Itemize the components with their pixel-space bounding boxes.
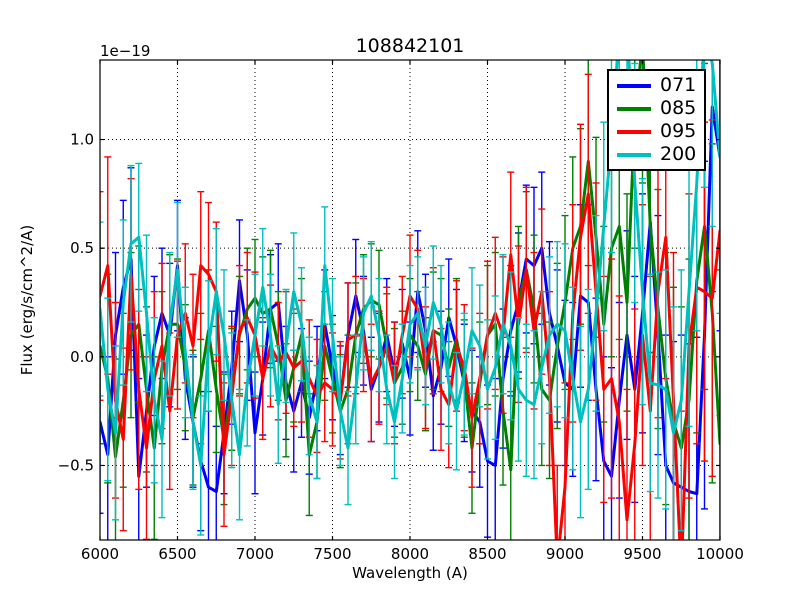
x-tick-label: 9500 [623, 545, 661, 563]
x-tick-label: 8000 [391, 545, 429, 563]
legend-label-095: 095 [660, 120, 697, 142]
legend: 071 085 095 200 [607, 69, 707, 171]
legend-item-200: 200 [617, 143, 696, 166]
legend-line-sample-095 [617, 129, 651, 134]
x-tick-label: 6500 [158, 545, 196, 563]
x-tick-label: 7500 [313, 545, 351, 563]
legend-item-095: 095 [617, 120, 696, 143]
series-200 [100, 60, 720, 540]
legend-line-sample-085 [617, 106, 651, 111]
legend-item-085: 085 [617, 97, 696, 120]
y-tick-label: 1.0 [70, 131, 94, 149]
y-axis-label: Flux (erg/s/cm^2/A) [18, 225, 36, 376]
legend-line-sample-200 [617, 152, 651, 157]
y-tick-label: 0.0 [70, 348, 94, 366]
x-tick-label: 9000 [546, 545, 584, 563]
y-axis-offset-label: 1e−19 [100, 42, 150, 60]
legend-label-085: 085 [660, 97, 697, 119]
y-tick-label: −0.5 [58, 456, 94, 474]
x-tick-label: 10000 [696, 545, 744, 563]
x-axis-label: Wavelength (A) [352, 564, 468, 582]
tick-marks [99, 60, 721, 540]
legend-label-071: 071 [660, 74, 697, 96]
y-tick-label: 0.5 [70, 239, 94, 257]
tick-labels: 6000 6500 7000 7500 8000 8500 9000 9500 10000 −0.… [58, 131, 744, 563]
legend-item-071: 071 [617, 74, 696, 97]
x-tick-label: 7000 [236, 545, 274, 563]
data-series-layer [100, 60, 720, 540]
legend-line-sample-071 [617, 83, 651, 88]
line-200 [100, 60, 720, 467]
chart-title: 108842101 [356, 35, 465, 57]
legend-label-200: 200 [660, 143, 697, 165]
x-tick-label: 8500 [468, 545, 506, 563]
x-tick-label: 6000 [81, 545, 119, 563]
